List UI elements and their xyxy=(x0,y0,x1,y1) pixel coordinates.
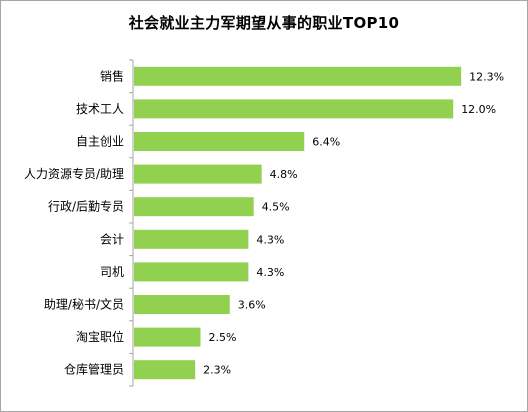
value-label: 2.5% xyxy=(209,331,237,344)
value-label: 12.3% xyxy=(469,70,504,83)
category-label: 人力资源专员/助理 xyxy=(24,166,124,181)
value-label: 4.3% xyxy=(256,266,284,279)
category-label: 会计 xyxy=(100,232,124,246)
bar-6 xyxy=(134,262,249,282)
category-label: 销售 xyxy=(100,68,124,83)
value-label: 4.8% xyxy=(270,168,298,181)
value-label: 4.5% xyxy=(262,201,290,214)
bar-5 xyxy=(134,229,249,249)
value-label: 4.3% xyxy=(256,233,284,246)
value-label: 6.4% xyxy=(312,136,340,149)
value-label: 2.3% xyxy=(203,364,231,377)
category-label: 淘宝职位 xyxy=(76,329,124,344)
bar-8 xyxy=(134,327,201,347)
bar-1 xyxy=(134,99,454,119)
bar-4 xyxy=(134,197,254,217)
value-label: 3.6% xyxy=(238,299,266,312)
category-label: 自主创业 xyxy=(76,135,124,149)
category-label: 行政/后勤专员 xyxy=(48,199,124,214)
bar-9 xyxy=(134,360,196,380)
bar-3 xyxy=(134,164,262,184)
chart-title: 社会就业主力军期望从事的职业TOP10 xyxy=(128,14,400,32)
category-label: 技术工人 xyxy=(76,102,124,116)
bar-7 xyxy=(134,295,230,314)
category-label: 仓库管理员 xyxy=(64,362,124,377)
bar-0 xyxy=(134,66,462,86)
value-label: 12.0% xyxy=(461,103,496,116)
category-label: 司机 xyxy=(100,265,124,279)
bar-2 xyxy=(134,132,305,151)
category-label: 助理/秘书/文员 xyxy=(44,297,124,312)
